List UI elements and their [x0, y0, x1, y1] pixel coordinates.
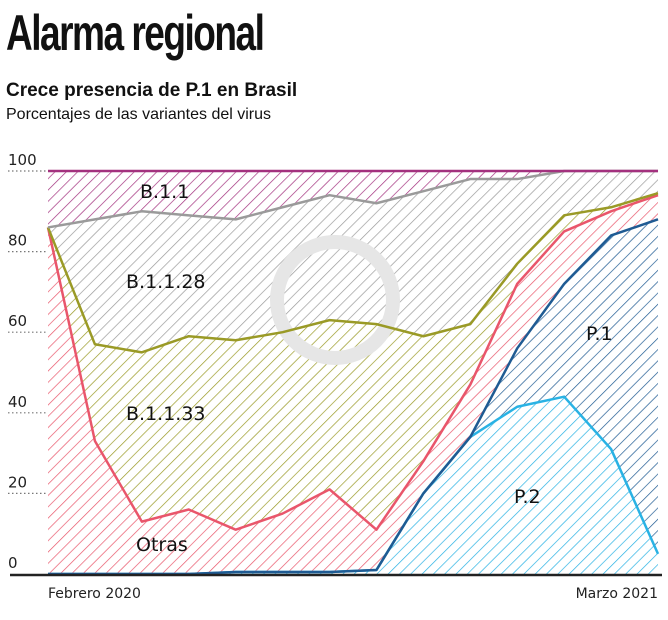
series-label-b-1-1: B.1.1 — [140, 181, 189, 203]
x-tick-label-start: Febrero 2020 — [48, 586, 141, 602]
y-tick-label-0: 0 — [8, 554, 18, 572]
page-title: Alarma regional — [6, 5, 265, 61]
series-label-b-1-1-28: B.1.1.28 — [126, 271, 206, 293]
area-p-2 — [48, 396, 658, 574]
series-label-p-1: P.1 — [586, 323, 613, 345]
chart-description: Porcentajes de las variantes del virus — [6, 106, 272, 123]
y-tick-label-100: 100 — [8, 151, 37, 169]
line-b-1-1-33 — [46, 191, 659, 354]
area-otras — [48, 195, 658, 574]
y-tick-label-20: 20 — [8, 473, 27, 491]
series-label-p-2: P.2 — [514, 486, 541, 508]
series-label-otras: Otras — [136, 534, 188, 556]
y-tick-label-80: 80 — [8, 232, 27, 250]
area-b-1-1-28 — [48, 171, 658, 353]
chart-subtitle: Crece presencia de P.1 en Brasil — [6, 80, 298, 101]
area-p-1 — [48, 219, 658, 575]
y-tick-label-40: 40 — [8, 393, 27, 411]
series-label-b-1-1-33: B.1.1.33 — [126, 403, 206, 425]
line-b-1-1-28 — [47, 169, 658, 229]
x-tick-label-end: Marzo 2021 — [576, 586, 658, 602]
watermark-logo — [270, 235, 400, 365]
line-otras — [46, 193, 659, 531]
y-tick-label-60: 60 — [8, 312, 27, 330]
